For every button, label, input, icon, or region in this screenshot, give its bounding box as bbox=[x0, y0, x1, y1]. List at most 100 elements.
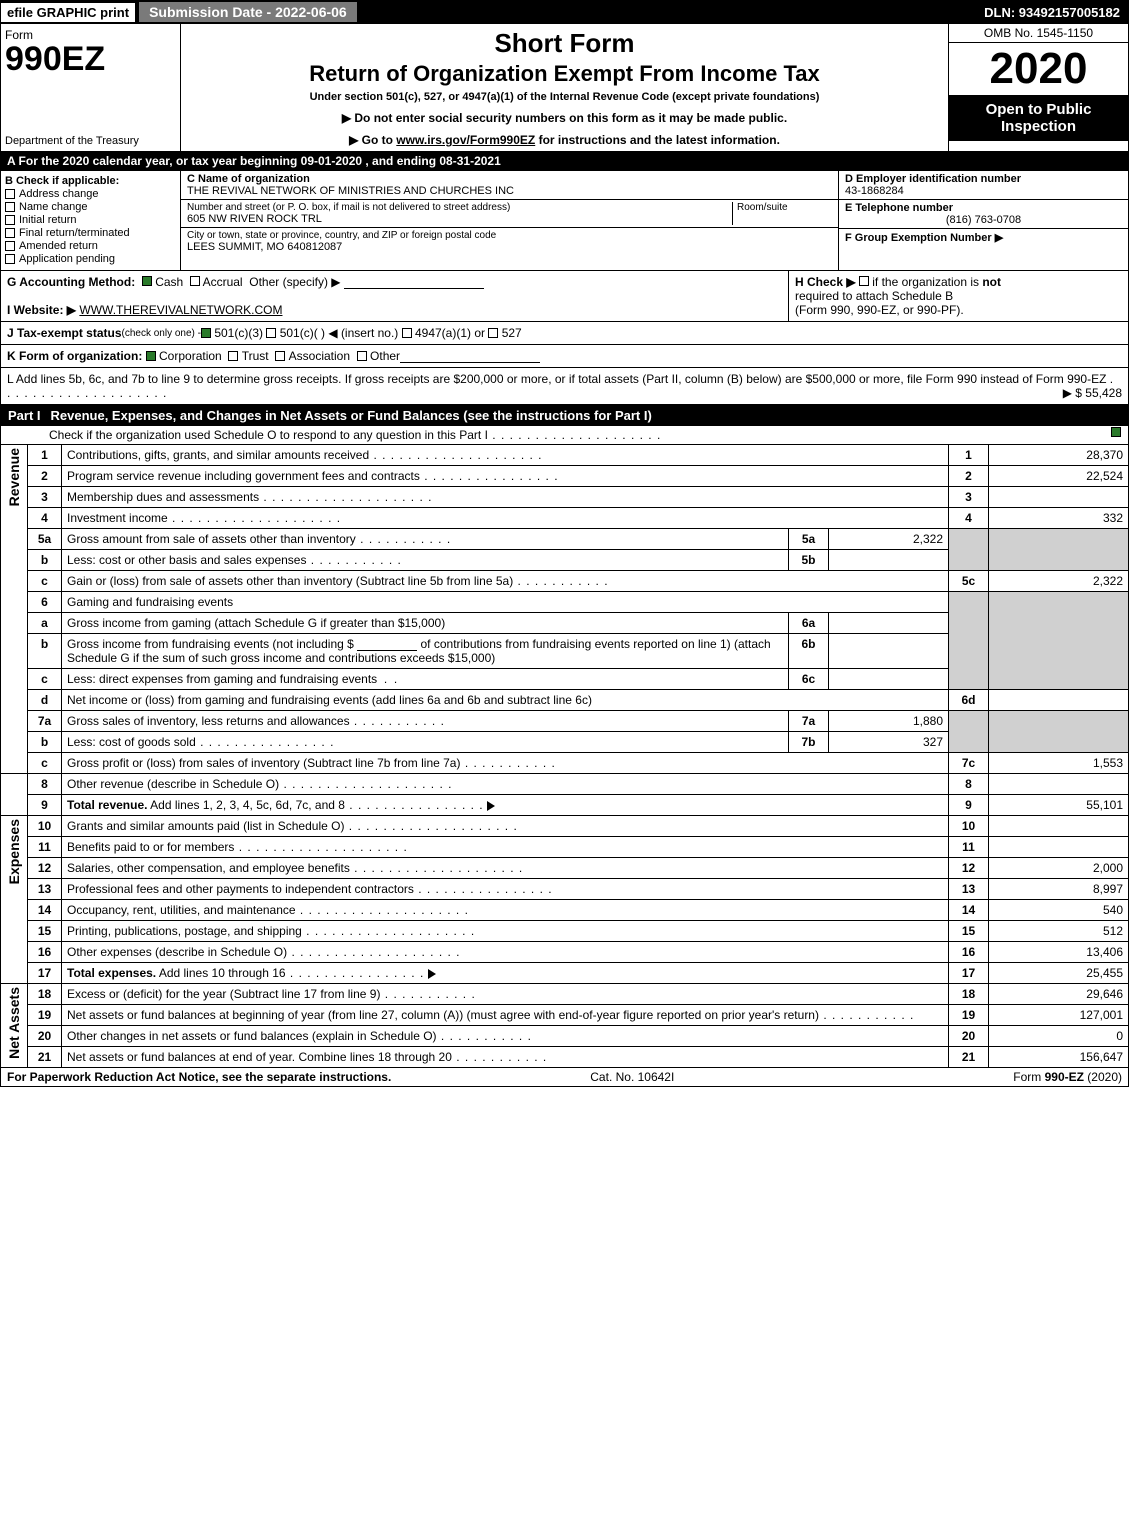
instruction-goto: ▶ Go to www.irs.gov/Form990EZ for instru… bbox=[189, 133, 940, 147]
line-desc: Net assets or fund balances at beginning… bbox=[62, 1005, 949, 1026]
line-mval bbox=[829, 550, 949, 571]
line-8: 8 Other revenue (describe in Schedule O)… bbox=[1, 774, 1129, 795]
spacer-cell bbox=[1, 774, 28, 816]
checkbox-icon bbox=[5, 202, 15, 212]
line-6: 6 Gaming and fundraising events bbox=[1, 592, 1129, 613]
line-num: 18 bbox=[28, 984, 62, 1005]
section-b-label: B Check if applicable: bbox=[5, 175, 176, 187]
chk-501c-icon bbox=[266, 328, 276, 338]
line-18: Net Assets 18 Excess or (deficit) for th… bbox=[1, 984, 1129, 1005]
chk-name-change[interactable]: Name change bbox=[5, 201, 176, 213]
dots-icon bbox=[350, 861, 523, 875]
desc-text: Salaries, other compensation, and employ… bbox=[67, 861, 350, 875]
dots-icon bbox=[356, 532, 451, 546]
line-14: 14 Occupancy, rent, utilities, and maint… bbox=[1, 900, 1129, 921]
desc-text: Less: direct expenses from gaming and fu… bbox=[67, 672, 377, 686]
line-5a: 5a Gross amount from sale of assets othe… bbox=[1, 529, 1129, 550]
chk-initial-return[interactable]: Initial return bbox=[5, 214, 176, 226]
chk-h-icon[interactable] bbox=[859, 276, 869, 286]
city-row: City or town, state or province, country… bbox=[181, 228, 838, 255]
line-num: c bbox=[28, 669, 62, 690]
line-num: 8 bbox=[28, 774, 62, 795]
line-desc: Gaming and fundraising events bbox=[62, 592, 949, 613]
line-desc: Salaries, other compensation, and employ… bbox=[62, 858, 949, 879]
desc-bold: Total revenue. bbox=[67, 798, 147, 812]
k-corp: Corporation bbox=[159, 349, 222, 363]
line-mnum: 7b bbox=[789, 732, 829, 753]
part1-check-text: Check if the organization used Schedule … bbox=[49, 428, 488, 442]
line-6d: d Net income or (loss) from gaming and f… bbox=[1, 690, 1129, 711]
expenses-label: Expenses bbox=[6, 819, 22, 884]
submission-date-label: Submission Date - 2022-06-06 bbox=[139, 2, 357, 22]
chk-corp-icon bbox=[146, 351, 156, 361]
irs-link[interactable]: www.irs.gov/Form990EZ bbox=[396, 133, 535, 147]
desc-text: Net assets or fund balances at end of ye… bbox=[67, 1050, 452, 1064]
arrow-icon bbox=[428, 969, 436, 979]
dots-icon bbox=[259, 490, 432, 504]
section-def: D Employer identification number 43-1868… bbox=[838, 171, 1128, 270]
line-num: 1 bbox=[28, 445, 62, 466]
dots-icon bbox=[287, 945, 460, 959]
footer-paperwork: For Paperwork Reduction Act Notice, see … bbox=[7, 1070, 391, 1084]
line-16: 16 Other expenses (describe in Schedule … bbox=[1, 942, 1129, 963]
grey-cell bbox=[989, 592, 1129, 690]
line-num: 7a bbox=[28, 711, 62, 732]
chk-amended-return[interactable]: Amended return bbox=[5, 240, 176, 252]
form-header: Form 990EZ Department of the Treasury Sh… bbox=[0, 24, 1129, 152]
k-other: Other bbox=[370, 349, 400, 363]
chk-501c3-icon bbox=[201, 328, 211, 338]
org-info-grid: B Check if applicable: Address change Na… bbox=[0, 171, 1129, 271]
chk-application-pending[interactable]: Application pending bbox=[5, 253, 176, 265]
netassets-sidelabel: Net Assets bbox=[1, 984, 28, 1068]
line-rval: 0 bbox=[989, 1026, 1129, 1047]
chk-cash-icon bbox=[142, 276, 152, 286]
dots-icon bbox=[437, 1029, 532, 1043]
chk-label: Application pending bbox=[19, 253, 115, 265]
line-rnum: 14 bbox=[949, 900, 989, 921]
dots-icon bbox=[513, 574, 608, 588]
line-num: 19 bbox=[28, 1005, 62, 1026]
line-num: 11 bbox=[28, 837, 62, 858]
line-rnum: 18 bbox=[949, 984, 989, 1005]
title-short-form: Short Form bbox=[189, 28, 940, 59]
j-501c: 501(c)( ) ◀ (insert no.) bbox=[280, 326, 399, 340]
line-num: 3 bbox=[28, 487, 62, 508]
part1-header: Part I Revenue, Expenses, and Changes in… bbox=[0, 405, 1129, 426]
line-desc: Less: cost or other basis and sales expe… bbox=[62, 550, 789, 571]
street-label: Number and street (or P. O. box, if mail… bbox=[187, 202, 732, 213]
line-1: Revenue 1 Contributions, gifts, grants, … bbox=[1, 445, 1129, 466]
line-rval: 127,001 bbox=[989, 1005, 1129, 1026]
line-mnum: 5a bbox=[789, 529, 829, 550]
chk-final-return[interactable]: Final return/terminated bbox=[5, 227, 176, 239]
j-label: J Tax-exempt status bbox=[7, 326, 122, 340]
section-g: G Accounting Method: Cash Accrual Other … bbox=[1, 271, 788, 321]
line-desc: Gross profit or (loss) from sales of inv… bbox=[62, 753, 949, 774]
dots-icon bbox=[414, 882, 553, 896]
desc-text-1: Gross income from fundraising events (no… bbox=[67, 637, 354, 651]
chk-assoc-icon bbox=[275, 351, 285, 361]
line-mval: 1,880 bbox=[829, 711, 949, 732]
expenses-sidelabel: Expenses bbox=[1, 816, 28, 984]
line-desc: Other expenses (describe in Schedule O) bbox=[62, 942, 949, 963]
city-value: LEES SUMMIT, MO 640812087 bbox=[187, 241, 496, 253]
k-trust: Trust bbox=[242, 349, 269, 363]
line-rval: 8,997 bbox=[989, 879, 1129, 900]
desc-text: Less: cost of goods sold bbox=[67, 735, 196, 749]
title-main: Return of Organization Exempt From Incom… bbox=[189, 61, 940, 87]
website-value[interactable]: WWW.THEREVIVALNETWORK.COM bbox=[79, 303, 282, 317]
city-label: City or town, state or province, country… bbox=[187, 230, 496, 241]
section-j: J Tax-exempt status (check only one) - 5… bbox=[0, 322, 1129, 345]
page-footer: For Paperwork Reduction Act Notice, see … bbox=[0, 1068, 1129, 1087]
line-rval: 2,322 bbox=[989, 571, 1129, 592]
chk-label: Amended return bbox=[19, 240, 98, 252]
line-desc: Total revenue. Add lines 1, 2, 3, 4, 5c,… bbox=[62, 795, 949, 816]
accounting-method-label: G Accounting Method: bbox=[7, 275, 135, 289]
instruction-ssn: ▶ Do not enter social security numbers o… bbox=[189, 111, 940, 125]
line-21: 21 Net assets or fund balances at end of… bbox=[1, 1047, 1129, 1068]
title-subtitle: Under section 501(c), 527, or 4947(a)(1)… bbox=[189, 91, 940, 103]
chk-527-icon bbox=[488, 328, 498, 338]
line-desc: Membership dues and assessments bbox=[62, 487, 949, 508]
line-rval: 22,524 bbox=[989, 466, 1129, 487]
chk-address-change[interactable]: Address change bbox=[5, 188, 176, 200]
efile-print-label[interactable]: efile GRAPHIC print bbox=[1, 3, 135, 22]
